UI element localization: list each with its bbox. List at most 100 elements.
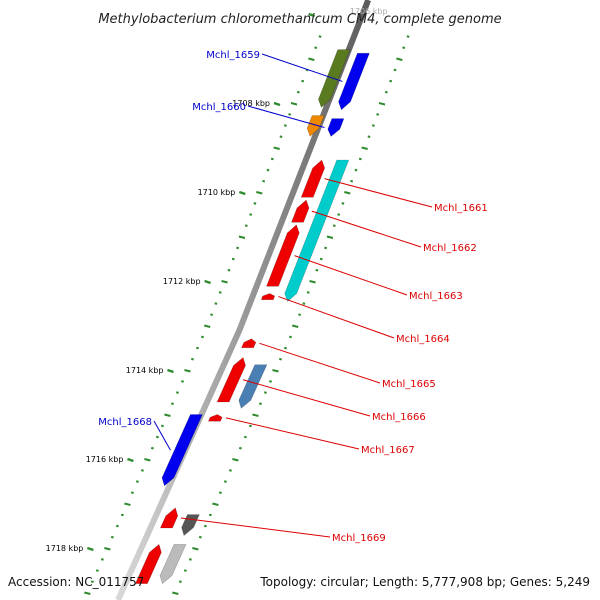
gene-feature-mchl_1660[interactable] — [327, 118, 345, 137]
tick-mark — [288, 113, 292, 116]
gene-feature[interactable] — [134, 543, 162, 584]
tick-mark — [144, 458, 151, 462]
tick-mark — [332, 224, 336, 227]
tick-mark — [256, 191, 263, 195]
tick-mark — [150, 446, 154, 450]
tick-mark — [188, 558, 192, 561]
topology-text: Topology: circular; Length: 5,777,908 bp… — [259, 575, 590, 589]
tick-mark — [248, 424, 252, 428]
tick-mark — [284, 346, 287, 350]
tick-mark — [110, 535, 114, 539]
gene-label[interactable]: Mchl_1662 — [423, 243, 477, 254]
tick-mark — [269, 380, 272, 383]
tick-mark — [262, 179, 266, 183]
major-tick — [127, 457, 134, 463]
label-leader — [294, 255, 408, 296]
tick-mark — [302, 302, 306, 305]
tick-mark — [104, 547, 111, 551]
tick-mark — [270, 157, 274, 161]
tick-mark — [192, 547, 199, 551]
gene-label[interactable]: Mchl_1666 — [372, 412, 426, 423]
tick-label: 1714 kbp — [126, 366, 164, 375]
tick-mark — [221, 280, 228, 284]
gene-feature-mchl_1669[interactable] — [159, 507, 179, 529]
outer-dotted-ring — [172, 35, 410, 595]
gene-label[interactable]: Mchl_1667 — [361, 445, 415, 456]
tick-mark — [223, 480, 227, 483]
gene-label[interactable]: Mchl_1669 — [332, 533, 386, 544]
tick-mark — [238, 235, 246, 239]
tick-label: 1710 kbp — [198, 188, 236, 197]
tick-mark — [214, 302, 218, 305]
tick-mark — [218, 491, 222, 494]
tick-mark — [198, 535, 202, 539]
gene-label[interactable]: Mchl_1665 — [382, 379, 436, 390]
tick-mark — [95, 569, 99, 572]
tick-mark — [393, 68, 397, 72]
gene-feature[interactable] — [181, 514, 200, 537]
tick-mark — [273, 146, 280, 150]
accession-text: Accession: NC_011757 — [8, 575, 144, 589]
gene-feature-mchl_1659[interactable] — [338, 52, 370, 111]
tick-label: 1712 kbp — [163, 277, 201, 286]
tick-mark — [115, 524, 119, 528]
tick-mark — [236, 246, 240, 250]
tick-mark — [341, 202, 345, 205]
tick-mark — [259, 402, 262, 405]
gene-feature[interactable] — [238, 364, 268, 409]
gene-label[interactable]: Mchl_1663 — [409, 291, 463, 302]
gene-feature-mchl_1664[interactable] — [260, 293, 276, 301]
gene-feature[interactable] — [284, 159, 350, 303]
gene-feature-mchl_1666[interactable] — [216, 356, 246, 403]
gene-label[interactable]: Mchl_1660 — [192, 102, 246, 113]
tick-mark — [371, 124, 375, 127]
tick-mark — [196, 346, 199, 350]
major-tick — [167, 368, 174, 374]
gene-label[interactable]: Mchl_1659 — [206, 50, 260, 61]
tick-label: 1708 kbp — [232, 99, 270, 108]
tick-mark — [100, 558, 104, 561]
gene-feature-mchl_1662[interactable] — [291, 199, 310, 223]
tick-mark — [178, 580, 182, 583]
tick-mark — [243, 435, 247, 439]
tick-mark — [354, 168, 358, 172]
gene-feature-mchl_1661[interactable] — [300, 159, 326, 198]
label-leader — [311, 210, 422, 248]
tick-mark — [396, 57, 403, 61]
tick-mark — [218, 291, 222, 294]
tick-mark — [191, 357, 194, 361]
tick-mark — [308, 57, 315, 61]
tick-mark — [406, 35, 410, 38]
label-leader — [278, 296, 395, 339]
tick-mark — [384, 90, 388, 94]
tick-layer: 1706 kbp 1708 kbp 1710 kbp 1712 kbp 1714 kbp… — [46, 7, 410, 595]
tick-mark — [350, 179, 354, 183]
label-leader — [259, 342, 381, 384]
gene-label[interactable]: Mchl_1661 — [434, 203, 488, 214]
gene-label[interactable]: Mchl_1668 — [98, 417, 152, 428]
major-tick — [308, 12, 316, 18]
gene-feature[interactable] — [306, 115, 325, 137]
tick-mark — [378, 102, 386, 106]
tick-mark — [160, 424, 164, 428]
tick-mark — [315, 268, 319, 272]
tick-mark — [210, 313, 214, 316]
tick-mark — [183, 569, 187, 572]
gene-label[interactable]: Mchl_1664 — [396, 334, 450, 345]
gene-feature-mchl_1668[interactable] — [161, 414, 203, 487]
label-leader — [324, 178, 433, 208]
gene-feature[interactable] — [159, 544, 187, 585]
page-title: Methylobacterium chloromethanicum CM4, c… — [98, 12, 501, 27]
gene-feature-mchl_1667[interactable] — [207, 414, 223, 422]
tick-mark — [389, 79, 393, 83]
tick-mark — [279, 135, 283, 138]
tick-mark — [201, 335, 204, 339]
tick-mark — [208, 513, 212, 517]
tick-mark — [249, 213, 253, 216]
gene-feature-mchl_1665[interactable] — [241, 338, 257, 349]
tick-mark — [120, 513, 124, 517]
gene-feature-mchl_1663[interactable] — [266, 224, 300, 287]
major-tick — [273, 101, 281, 107]
tick-mark — [172, 591, 179, 595]
